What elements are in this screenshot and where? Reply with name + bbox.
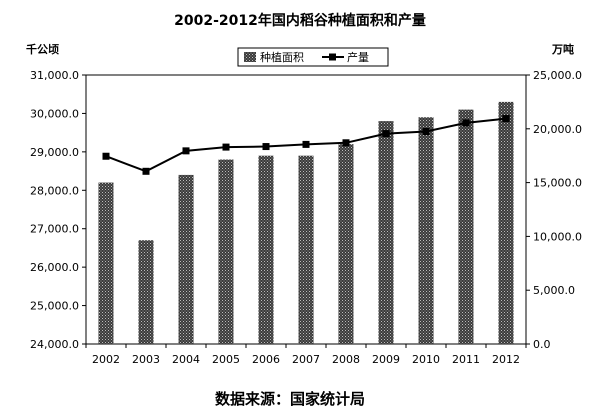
bar-2005 <box>218 159 234 344</box>
point-2006 <box>262 143 270 151</box>
legend: 种植面积 产量 <box>237 47 389 67</box>
bar-2009 <box>378 121 394 344</box>
x-tick-label: 2005 <box>212 353 240 366</box>
point-2010 <box>422 127 430 135</box>
point-2011 <box>462 119 470 127</box>
bar-2008 <box>338 144 354 344</box>
bar-2010 <box>418 117 434 345</box>
legend-box <box>237 47 389 67</box>
right-tick-label: 15,000.0 <box>533 177 582 190</box>
legend-label-output: 产量 <box>347 50 369 64</box>
right-axis: 0.0 5,000.0 10,000.0 15,000.0 20,000.0 25,000… <box>526 69 582 351</box>
left-tick-label: 29,000.0 <box>30 146 79 159</box>
right-tick-label: 10,000.0 <box>533 230 582 243</box>
left-tick-label: 24,000.0 <box>30 338 79 351</box>
left-axis-unit: 千公顷 <box>26 42 59 56</box>
bar-series <box>98 101 514 345</box>
right-tick-label: 5,000.0 <box>533 284 575 297</box>
point-2003 <box>142 167 150 175</box>
legend-label-area: 种植面积 <box>260 50 304 64</box>
x-tick-label: 2012 <box>492 353 520 366</box>
left-tick-label: 30,000.0 <box>30 107 79 120</box>
x-tick-label: 2004 <box>172 353 200 366</box>
line-series <box>102 115 510 175</box>
legend-bar-swatch <box>244 52 256 62</box>
right-tick-label: 25,000.0 <box>533 69 582 82</box>
left-axis: 24,000.0 25,000.0 26,000.0 27,000.0 28,000.0… <box>30 69 86 351</box>
right-tick-label: 20,000.0 <box>533 123 582 136</box>
bar-2007 <box>298 155 314 344</box>
point-2002 <box>102 152 110 160</box>
point-2009 <box>382 130 390 138</box>
left-tick-label: 31,000.0 <box>30 69 79 82</box>
bar-2012 <box>498 101 514 345</box>
x-tick-label: 2009 <box>372 353 400 366</box>
x-tick-label: 2002 <box>92 353 120 366</box>
x-tick-label: 2010 <box>412 353 440 366</box>
right-axis-unit: 万吨 <box>551 42 574 56</box>
right-tick-label: 0.0 <box>533 338 551 351</box>
left-tick-label: 27,000.0 <box>30 223 79 236</box>
bar-2004 <box>178 174 194 344</box>
bar-2002 <box>98 182 114 344</box>
point-2004 <box>182 147 190 155</box>
left-tick-label: 28,000.0 <box>30 184 79 197</box>
chart-title: 2002-2012年国内稻谷种植面积和产量 <box>174 12 426 29</box>
x-tick-label: 2008 <box>332 353 360 366</box>
point-2012 <box>502 115 510 123</box>
x-tick-label: 2006 <box>252 353 280 366</box>
point-2008 <box>342 139 350 147</box>
left-tick-label: 25,000.0 <box>30 300 79 313</box>
point-2005 <box>222 143 230 151</box>
x-axis: 2002 2003 2004 2005 2006 2007 2008 2009 2010 2011… <box>85 344 527 366</box>
point-2007 <box>302 140 310 148</box>
x-tick-label: 2007 <box>292 353 320 366</box>
bar-2011 <box>458 109 474 344</box>
legend-line-marker <box>329 53 336 61</box>
x-tick-label: 2003 <box>132 353 160 366</box>
bar-2003 <box>138 240 154 344</box>
left-tick-label: 26,000.0 <box>30 261 79 274</box>
source-note: 数据来源：国家统计局 <box>215 390 365 408</box>
x-tick-label: 2011 <box>452 353 480 366</box>
bar-2006 <box>258 155 274 344</box>
